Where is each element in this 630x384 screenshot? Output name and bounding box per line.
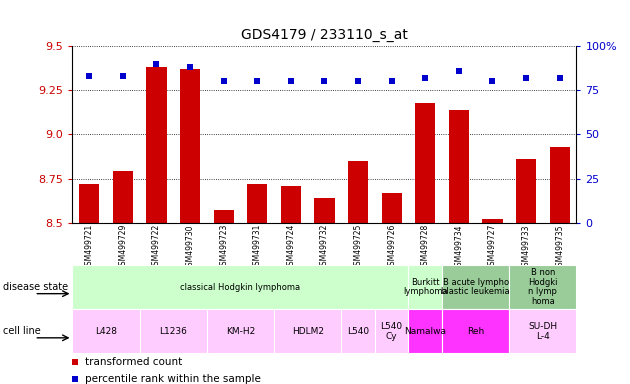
Point [488,78,498,84]
Bar [207,309,274,353]
Text: Reh: Reh [467,327,484,336]
Point [246,132,256,138]
Point [454,68,464,74]
Text: KM-H2: KM-H2 [226,327,255,336]
Point [252,78,262,84]
Point [185,64,195,70]
Text: HDLM2: HDLM2 [292,327,324,336]
Point [353,78,363,84]
Bar [509,265,576,309]
Text: classical Hodgkin lymphoma: classical Hodgkin lymphoma [180,283,301,291]
Bar [72,309,140,353]
Text: B acute lympho
blastic leukemia: B acute lympho blastic leukemia [442,278,510,296]
Bar [247,184,267,223]
Bar [113,172,133,223]
Point [151,61,161,67]
Bar [382,193,402,223]
Bar [509,309,576,353]
Point [319,78,329,84]
Point [387,78,397,84]
Bar [214,210,234,223]
Text: Namalwa: Namalwa [404,327,446,336]
Text: transformed count: transformed count [84,357,182,367]
Text: L428: L428 [95,327,117,336]
Text: L540: L540 [347,327,369,336]
Point [420,75,430,81]
Bar [516,159,536,223]
Bar [72,265,408,309]
Bar [146,67,166,223]
Point [286,78,296,84]
Bar [140,309,207,353]
Text: B non
Hodgki
n lymp
homa: B non Hodgki n lymp homa [528,268,558,306]
Bar [375,309,408,353]
Text: L540
Cy: L540 Cy [381,322,403,341]
Text: cell line: cell line [3,326,41,336]
Bar [408,265,442,309]
Bar [483,219,503,223]
Text: Burkitt
lymphoma: Burkitt lymphoma [403,278,447,296]
Point [246,289,256,295]
Bar [442,309,509,353]
Bar [180,69,200,223]
Point [219,78,229,84]
Bar [415,103,435,223]
Bar [281,185,301,223]
Text: SU-DH
L-4: SU-DH L-4 [529,322,558,341]
Text: percentile rank within the sample: percentile rank within the sample [84,374,260,384]
Bar [341,309,375,353]
Point [84,73,94,79]
Point [554,75,564,81]
Title: GDS4179 / 233110_s_at: GDS4179 / 233110_s_at [241,28,408,42]
Point [118,73,128,79]
Bar [314,198,335,223]
Bar [449,110,469,223]
Bar [408,309,442,353]
Bar [79,184,100,223]
Bar [348,161,368,223]
Bar [442,265,509,309]
Point [521,75,531,81]
Text: disease state: disease state [3,282,68,292]
Text: L1236: L1236 [159,327,187,336]
Bar [274,309,341,353]
Bar [549,147,570,223]
